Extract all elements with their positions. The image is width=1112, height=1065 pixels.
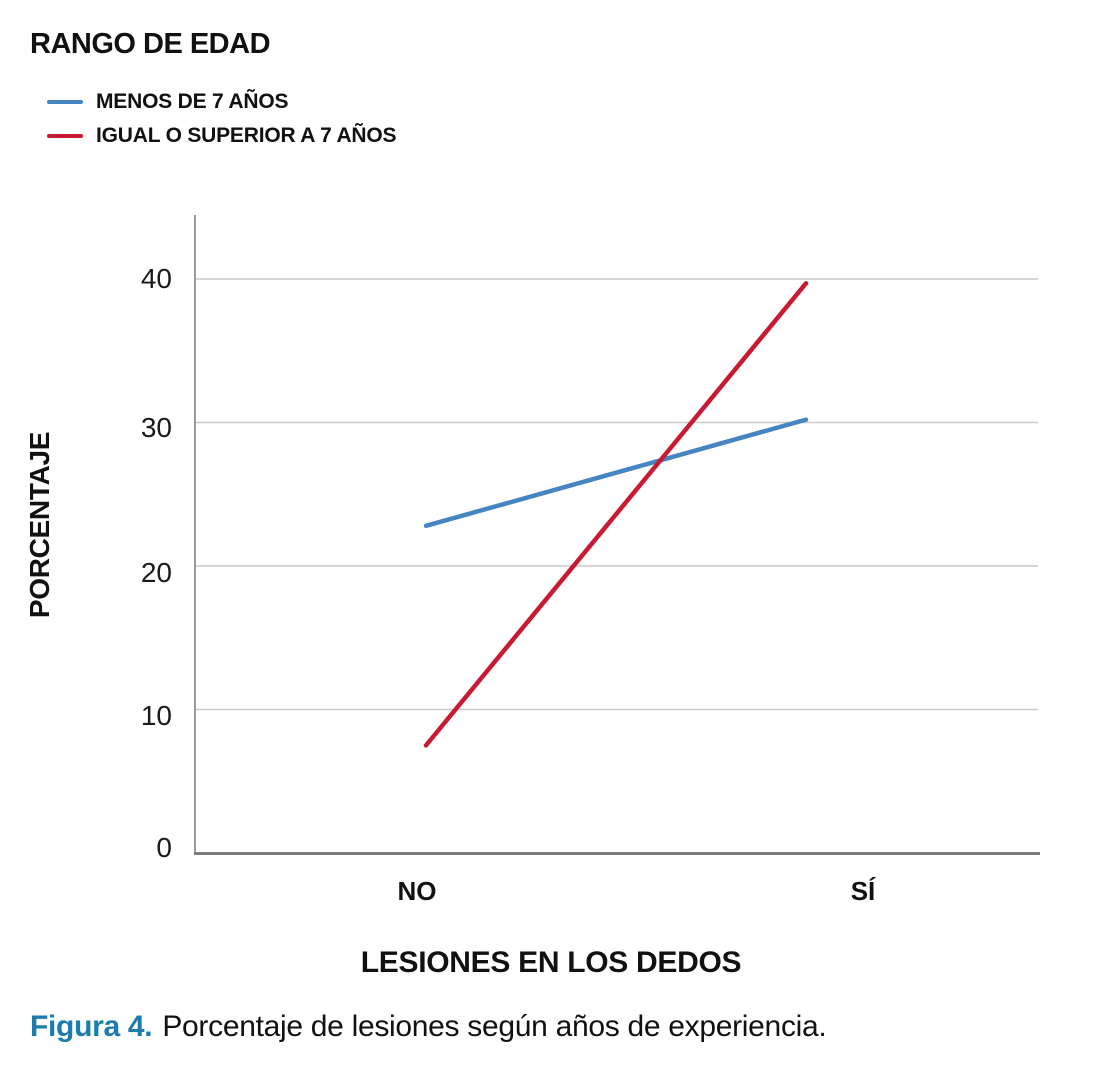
legend-title: RANGO DE EDAD (30, 28, 271, 60)
legend-item-igual-o-superior-7: IGUAL O SUPERIOR A 7 AÑOS (47, 123, 397, 149)
x-tick-si: SÍ (850, 876, 876, 906)
line-menos-de-7-anos (423, 417, 809, 529)
line-igual-o-superior-7-anos (423, 281, 809, 748)
legend-line-swatch-red (47, 134, 83, 138)
y-tick-30: 30 (140, 412, 172, 443)
y-axis-title: PORCENTAJE (24, 431, 55, 619)
caption-label: Figura 4. (30, 1010, 153, 1043)
y-tick-10: 10 (140, 700, 172, 731)
y-tick-20: 20 (140, 557, 172, 588)
legend-item-label: MENOS DE 7 AÑOS (96, 90, 289, 113)
figure-caption: Figura 4. Porcentaje de lesiones según añ… (30, 1010, 827, 1044)
legend-line-swatch-blue (47, 100, 83, 104)
y-tick-40: 40 (140, 263, 172, 294)
x-tick-no: NO (397, 876, 437, 906)
caption-text: Porcentaje de lesiones según años de exp… (162, 1010, 827, 1043)
legend-item-menos-de-7: MENOS DE 7 AÑOS (47, 89, 288, 115)
legend-item-label: IGUAL O SUPERIOR A 7 AÑOS (96, 124, 397, 147)
x-axis-title: LESIONES EN LOS DEDOS (360, 946, 742, 979)
y-tick-0: 0 (156, 832, 172, 863)
